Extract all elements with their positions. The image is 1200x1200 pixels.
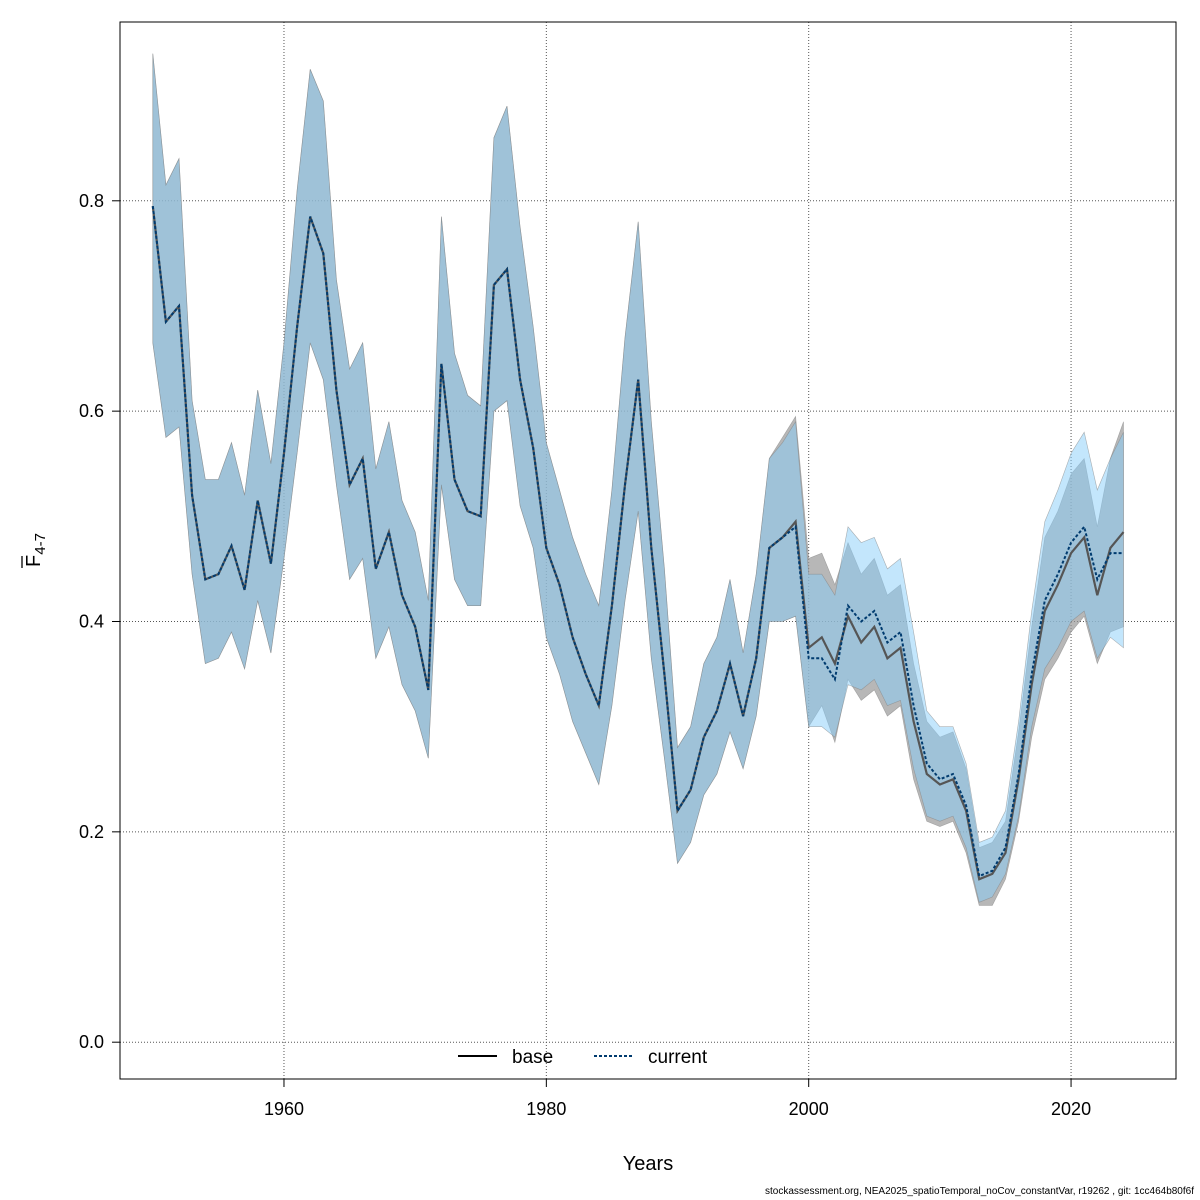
y-tick-label-0.2: 0.2 [79, 822, 104, 842]
confidence-bands [152, 53, 1124, 906]
x-tick-label-2020: 2020 [1051, 1099, 1091, 1119]
y-tick-label-0.6: 0.6 [79, 401, 104, 421]
y-axis-ticks: 0.0 0.2 0.4 0.6 0.8 [79, 191, 120, 1052]
y-tick-label-0.0: 0.0 [79, 1032, 104, 1052]
x-axis-label: Years [623, 1153, 673, 1175]
svg-text:F4-7: F4-7 [23, 533, 49, 567]
footer-attribution: stockassessment.org, NEA2025_spatioTempo… [765, 1186, 1194, 1197]
y-axis-label-sub: 4-7 [32, 533, 49, 555]
x-tick-label-2000: 2000 [789, 1099, 829, 1119]
y-tick-label-0.8: 0.8 [79, 191, 104, 211]
y-axis-label: F4-7 [21, 533, 49, 568]
x-axis-ticks: 1960 1980 2000 2020 [264, 1079, 1091, 1119]
x-tick-label-1960: 1960 [264, 1099, 304, 1119]
y-axis-label-main: F [23, 555, 45, 567]
band-current [152, 53, 1124, 903]
legend-label-current: current [648, 1047, 708, 1068]
x-tick-label-1980: 1980 [526, 1099, 566, 1119]
plot-frame [119, 21, 1177, 1080]
line-current [151, 205, 1124, 878]
legend-label-base: base [512, 1047, 553, 1068]
series-lines [151, 205, 1125, 881]
y-tick-label-0.4: 0.4 [79, 611, 104, 631]
legend: base current [458, 1047, 708, 1068]
